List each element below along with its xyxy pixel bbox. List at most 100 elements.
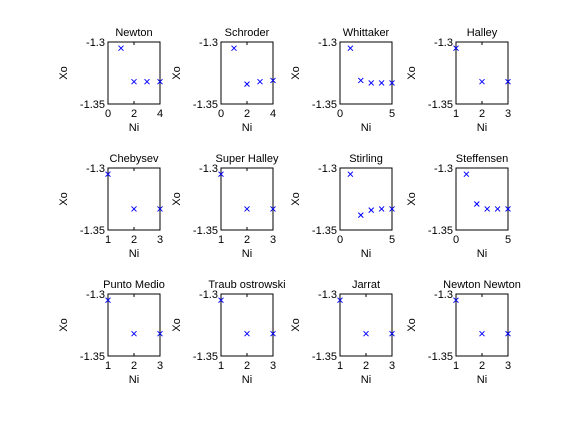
x-axis-label: Ni [361, 374, 371, 386]
axes-frame [340, 168, 392, 230]
y-axis-label: Xo [171, 192, 183, 205]
subplot-title: Super Halley [216, 153, 279, 165]
subplot-title: Schroder [225, 27, 270, 39]
subplot-title: Newton [115, 27, 152, 39]
x-tick-label: 5 [505, 234, 511, 246]
x-tick-label: 1 [218, 234, 224, 246]
x-tick-label: 0 [105, 108, 111, 120]
subplot-6: Stirling -1.3 -1.350 5 Ni Xo [290, 153, 395, 260]
x-tick-label: 1 [105, 360, 111, 372]
y-tick-label: -1.3 [199, 289, 218, 301]
y-tick-label: -1.35 [312, 99, 337, 111]
x-tick-label: 3 [157, 360, 163, 372]
y-tick-label: -1.3 [86, 289, 105, 301]
axes-frame [456, 168, 508, 230]
x-tick-label: 2 [244, 108, 250, 120]
x-tick-label: 2 [131, 108, 137, 120]
x-tick-label: 3 [505, 108, 511, 120]
subplot-9: Traub ostrowski-1.3 -1.351 2 3 Ni Xo [171, 279, 286, 386]
axes-frame [340, 294, 392, 356]
y-tick-label: -1.3 [434, 163, 453, 175]
y-tick-label: -1.3 [434, 289, 453, 301]
y-tick-label: -1.3 [86, 163, 105, 175]
y-tick-label: -1.3 [318, 163, 337, 175]
y-tick-label: -1.3 [318, 289, 337, 301]
y-axis-label: Xo [58, 318, 70, 331]
subplot-8: Punto Medio-1.3 -1.351 2 3 Ni Xo [58, 279, 165, 386]
axes-frame [108, 42, 160, 104]
x-tick-label: 2 [244, 234, 250, 246]
x-axis-label: Ni [129, 248, 139, 260]
subplot-3: Halley-1.3-1.351 2 3NiXo [406, 27, 511, 134]
x-axis-label: Ni [129, 374, 139, 386]
x-tick-label: 0 [453, 234, 459, 246]
y-axis-label: Xo [290, 192, 302, 205]
subplot-title: Steffensen [456, 153, 508, 165]
y-tick-label: -1.35 [80, 99, 105, 111]
y-tick-label: -1.35 [193, 99, 218, 111]
y-axis-label: Xo [171, 66, 183, 79]
x-axis-label: Ni [477, 374, 487, 386]
x-tick-label: 0 [337, 108, 343, 120]
subplot-11: Newton Newton-1.3 -1.351 2 3 Ni Xo [406, 279, 521, 386]
subplot-title: Stirling [349, 153, 383, 165]
y-tick-label: -1.3 [434, 37, 453, 49]
x-axis-label: Ni [361, 122, 371, 134]
y-axis-label: Xo [58, 66, 70, 79]
y-tick-label: -1.3 [318, 37, 337, 49]
y-tick-label: -1.35 [428, 225, 453, 237]
subplot-0: Newton-1.3-1.350 2 4NiXo [58, 27, 163, 134]
x-tick-label: 2 [131, 234, 137, 246]
x-tick-label: 1 [105, 234, 111, 246]
x-axis-label: Ni [242, 248, 252, 260]
axes-frame [221, 294, 273, 356]
y-tick-label: -1.35 [193, 225, 218, 237]
subplot-title: Punto Medio [103, 279, 165, 291]
y-tick-label: -1.3 [86, 37, 105, 49]
y-tick-label: -1.3 [199, 163, 218, 175]
x-tick-label: 3 [157, 234, 163, 246]
axes-frame [221, 42, 273, 104]
x-tick-label: 3 [389, 360, 395, 372]
axes-frame [221, 168, 273, 230]
y-axis-label: Xo [290, 66, 302, 79]
subplot-title: Newton Newton [443, 279, 521, 291]
x-tick-label: 0 [218, 108, 224, 120]
axes-frame [456, 42, 508, 104]
y-axis-label: Xo [406, 66, 418, 79]
y-axis-label: Xo [406, 318, 418, 331]
x-tick-label: 3 [270, 360, 276, 372]
subplot-1: Schroder -1.3 -1.350 2 4 Ni Xo [171, 27, 276, 134]
x-tick-label: 4 [270, 108, 276, 120]
subplot-title: Whittaker [343, 27, 390, 39]
y-axis-label: Xo [406, 192, 418, 205]
y-tick-label: -1.35 [80, 225, 105, 237]
y-tick-label: -1.35 [80, 351, 105, 363]
x-tick-label: 5 [389, 234, 395, 246]
x-tick-label: 2 [244, 360, 250, 372]
y-axis-label: Xo [290, 318, 302, 331]
subplot-7: Steffensen-1.3-1.350 5NiXo [406, 153, 511, 260]
subplot-5: Super Halley-1.3 -1.351 2 3 Ni Xo [171, 153, 279, 260]
y-tick-label: -1.35 [312, 351, 337, 363]
y-tick-label: -1.35 [193, 351, 218, 363]
subplot-10: Jarrat -1.3 -1.351 2 3 Ni Xo [290, 279, 395, 386]
y-tick-label: -1.35 [428, 351, 453, 363]
y-tick-label: -1.3 [199, 37, 218, 49]
x-tick-label: 2 [131, 360, 137, 372]
axes-frame [456, 294, 508, 356]
x-tick-label: 2 [479, 108, 485, 120]
y-axis-label: Xo [171, 318, 183, 331]
x-tick-label: 1 [337, 360, 343, 372]
x-tick-label: 3 [505, 360, 511, 372]
subplot-title: Traub ostrowski [208, 279, 285, 291]
x-axis-label: Ni [361, 248, 371, 260]
subplot-title: Halley [467, 27, 498, 39]
x-tick-label: 1 [453, 108, 459, 120]
subplot-title: Jarrat [352, 279, 380, 291]
y-tick-label: -1.35 [312, 225, 337, 237]
x-tick-label: 3 [270, 234, 276, 246]
x-axis-label: Ni [242, 374, 252, 386]
